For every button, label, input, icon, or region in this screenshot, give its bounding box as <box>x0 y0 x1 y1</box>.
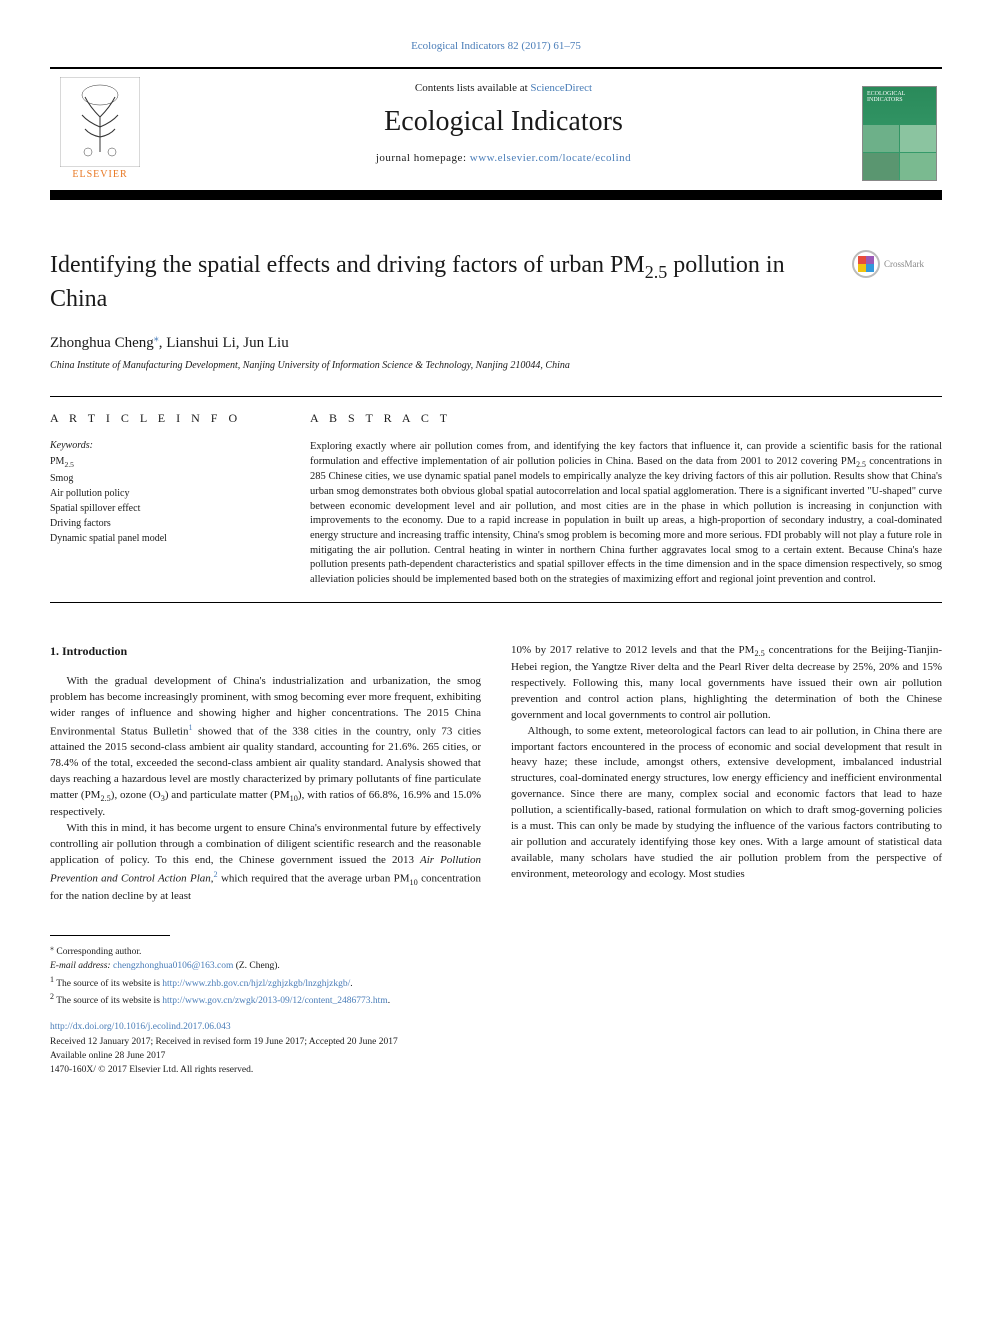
column-right: 10% by 2017 relative to 2012 levels and … <box>511 643 942 905</box>
citation-header: Ecological Indicators 82 (2017) 61–75 <box>50 40 942 52</box>
keyword-item: Driving factors <box>50 516 270 531</box>
cover-title: ECOLOGICAL INDICATORS <box>863 87 936 107</box>
masthead-separator <box>50 190 942 200</box>
article-info-heading: A R T I C L E I N F O <box>50 411 270 426</box>
contents-line: Contents lists available at ScienceDirec… <box>150 82 857 94</box>
keyword-item: Smog <box>50 471 270 486</box>
affiliation: China Institute of Manufacturing Develop… <box>50 360 942 371</box>
keyword-item: Air pollution policy <box>50 486 270 501</box>
body-paragraph: Although, to some extent, meteorological… <box>511 724 942 883</box>
cover-img-4 <box>900 153 936 180</box>
body-paragraph: 10% by 2017 relative to 2012 levels and … <box>511 643 942 724</box>
footnote-email: E-mail address: chengzhonghua0106@163.co… <box>50 959 942 973</box>
article-title: Identifying the spatial effects and driv… <box>50 250 852 315</box>
cover-image-grid <box>863 125 936 180</box>
copyright-line: 1470-160X/ © 2017 Elsevier Ltd. All righ… <box>50 1063 942 1077</box>
cover-img-3 <box>863 153 899 180</box>
doi-block: http://dx.doi.org/10.1016/j.ecolind.2017… <box>50 1020 942 1077</box>
footnote-rule <box>50 935 170 936</box>
section-heading: 1. Introduction <box>50 643 481 660</box>
keyword-item: Dynamic spatial panel model <box>50 531 270 546</box>
info-abstract-block: A R T I C L E I N F O Keywords: PM2.5 Sm… <box>50 396 942 602</box>
keywords-label: Keywords: <box>50 440 270 451</box>
body-paragraph: With the gradual development of China's … <box>50 674 481 821</box>
body-columns: 1. Introduction With the gradual develop… <box>50 643 942 905</box>
abstract-text: Exploring exactly where air pollution co… <box>310 440 942 587</box>
journal-name: Ecological Indicators <box>150 106 857 138</box>
online-line: Available online 28 June 2017 <box>50 1049 942 1063</box>
cover-img-2 <box>900 125 936 152</box>
abstract-block: A B S T R A C T Exploring exactly where … <box>310 397 942 601</box>
cover-img-1 <box>863 125 899 152</box>
keyword-item: PM2.5 <box>50 454 270 470</box>
received-line: Received 12 January 2017; Received in re… <box>50 1035 942 1049</box>
citation-link[interactable]: Ecological Indicators 82 (2017) 61–75 <box>411 40 581 52</box>
journal-masthead: ELSEVIER Contents lists available at Sci… <box>50 67 942 190</box>
sciencedirect-link[interactable]: ScienceDirect <box>530 82 592 94</box>
masthead-center: Contents lists available at ScienceDirec… <box>150 77 857 190</box>
article-info: A R T I C L E I N F O Keywords: PM2.5 Sm… <box>50 397 270 601</box>
footnote-2: 2 The source of its website is http://ww… <box>50 991 942 1008</box>
body-paragraph: With this in mind, it has become urgent … <box>50 821 481 905</box>
abstract-heading: A B S T R A C T <box>310 411 942 426</box>
crossmark-icon <box>852 250 880 278</box>
homepage-line: journal homepage: www.elsevier.com/locat… <box>150 152 857 164</box>
footnote-corresponding: ⁎ Corresponding author. <box>50 942 942 959</box>
cover-block: ECOLOGICAL INDICATORS <box>857 77 942 190</box>
homepage-link[interactable]: www.elsevier.com/locate/ecolind <box>470 152 631 164</box>
journal-cover-thumbnail: ECOLOGICAL INDICATORS <box>862 86 937 181</box>
crossmark-badge[interactable]: CrossMark <box>852 250 942 278</box>
contents-prefix: Contents lists available at <box>415 82 530 94</box>
authors: Zhonghua Cheng⁎, Lianshui Li, Jun Liu <box>50 333 942 352</box>
footnotes: ⁎ Corresponding author. E-mail address: … <box>50 942 942 1008</box>
elsevier-tree-logo <box>60 77 140 167</box>
publisher-name: ELSEVIER <box>72 169 127 180</box>
doi-link[interactable]: http://dx.doi.org/10.1016/j.ecolind.2017… <box>50 1022 231 1032</box>
column-left: 1. Introduction With the gradual develop… <box>50 643 481 905</box>
homepage-prefix: journal homepage: <box>376 152 470 164</box>
publisher-block: ELSEVIER <box>50 77 150 190</box>
email-link[interactable]: chengzhonghua0106@163.com <box>113 961 233 971</box>
crossmark-label: CrossMark <box>884 259 924 269</box>
footnote-link-1[interactable]: http://www.zhb.gov.cn/hjzl/zghjzkgb/lnzg… <box>162 979 350 989</box>
footnote-link-2[interactable]: http://www.gov.cn/zwgk/2013-09/12/conten… <box>162 996 387 1006</box>
keyword-item: Spatial spillover effect <box>50 501 270 516</box>
title-row: Identifying the spatial effects and driv… <box>50 250 942 315</box>
footnote-1: 1 The source of its website is http://ww… <box>50 974 942 991</box>
